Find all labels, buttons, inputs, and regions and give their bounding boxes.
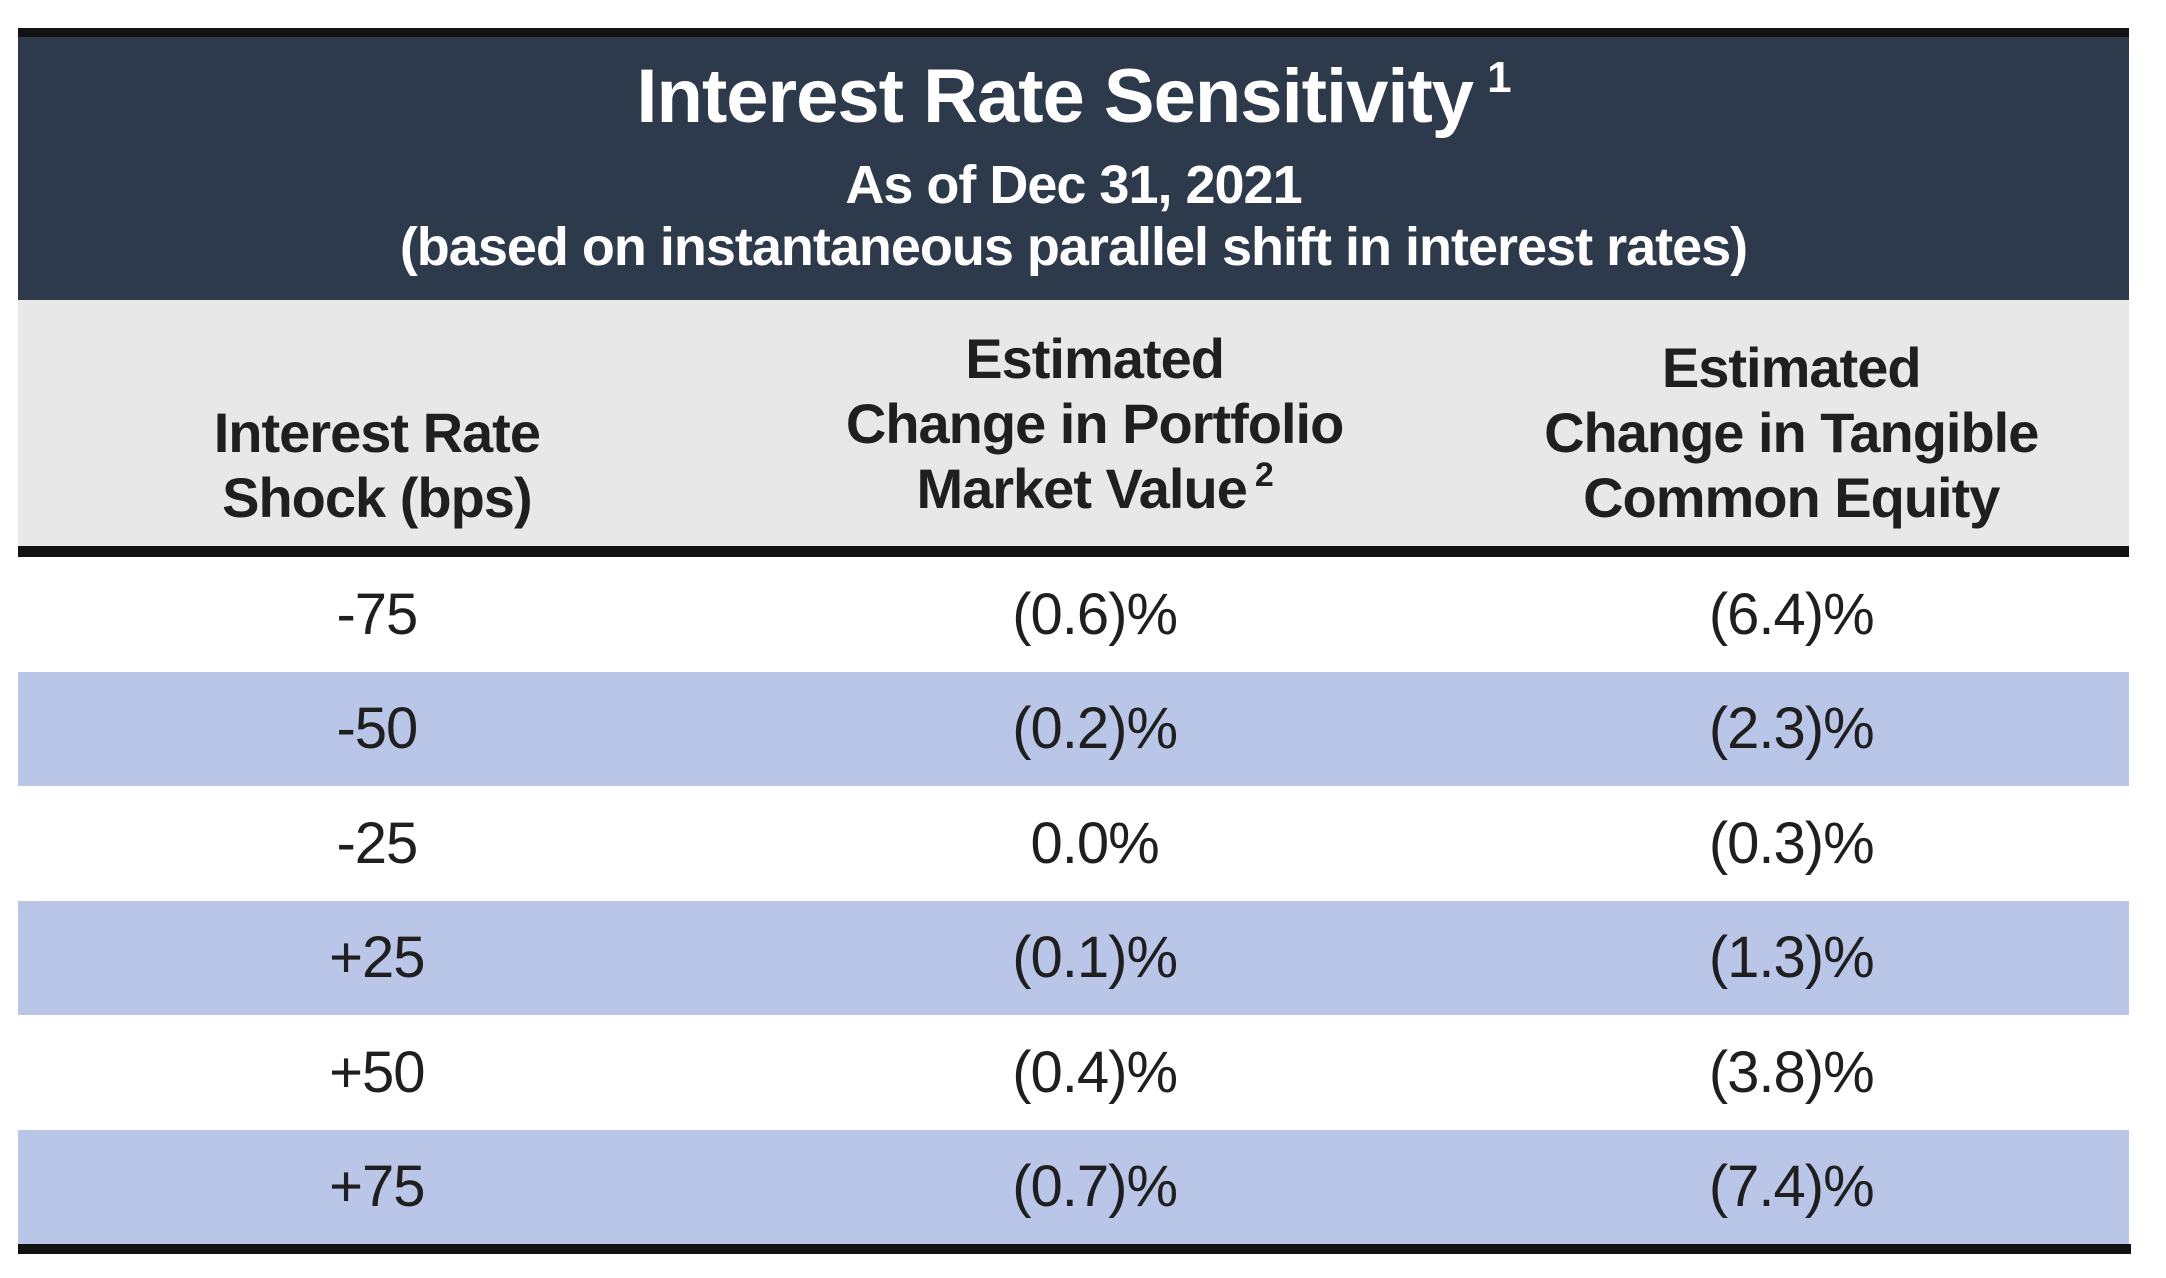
column-header-label: Estimated Change in Tangible Common Equi…	[1544, 336, 2039, 529]
table-row: -25 0.0% (0.3)%	[18, 786, 2129, 901]
column-header-portfolio-market-value: Estimated Change in Portfolio Market Val…	[736, 326, 1454, 530]
cell-tangible-common-equity-change: (6.4)%	[1708, 581, 1875, 647]
table-title: Interest Rate Sensitivity	[636, 54, 1474, 139]
cell-interest-rate-shock: +50	[329, 1039, 425, 1105]
cell-tangible-common-equity-change: (3.8)%	[1708, 1039, 1875, 1105]
cell-interest-rate-shock: +25	[329, 925, 425, 991]
cell-interest-rate-shock: +75	[329, 1154, 425, 1220]
table-body: -75 (0.6)% (6.4)% -50 (0.2)% (2.3)% -25 0.0% (0.…	[18, 557, 2129, 1244]
cell-tangible-common-equity-change: (1.3)%	[1708, 925, 1875, 991]
cell-portfolio-market-value-change: (0.6)%	[1012, 581, 1178, 647]
column-header-interest-rate-shock: Interest Rate Shock (bps)	[18, 400, 736, 530]
table-subtitle: As of Dec 31, 2021	[845, 155, 1302, 215]
column-header-label: Interest Rate Shock (bps)	[213, 401, 541, 529]
table-title-line: Interest Rate Sensitivity 1	[18, 51, 2129, 154]
bottom-rule	[18, 1244, 2131, 1254]
cell-interest-rate-shock: -50	[336, 696, 418, 762]
cell-portfolio-market-value-change: (0.2)%	[1012, 696, 1178, 762]
cell-tangible-common-equity-change: (0.3)%	[1708, 810, 1875, 876]
cell-interest-rate-shock: -75	[336, 581, 418, 647]
title-footnote-marker: 1	[1487, 53, 1512, 102]
table-row: +25 (0.1)% (1.3)%	[18, 900, 2129, 1015]
table-row: +75 (0.7)% (7.4)%	[18, 1129, 2129, 1244]
interest-rate-sensitivity-table: Interest Rate Sensitivity 1 As of Dec 31,…	[18, 28, 2131, 1254]
table-title-block: Interest Rate Sensitivity 1 As of Dec 31,…	[18, 37, 2129, 300]
column-header-tangible-common-equity: Estimated Change in Tangible Common Equi…	[1453, 335, 2129, 530]
cell-portfolio-market-value-change: 0.0%	[1030, 810, 1160, 876]
column-header-label: Estimated Change in Portfolio Market Val…	[845, 327, 1344, 520]
table-row: -75 (0.6)% (6.4)%	[18, 557, 2129, 672]
column-header-row: Interest Rate Shock (bps) Estimated Chan…	[18, 300, 2129, 546]
cell-interest-rate-shock: -25	[336, 810, 418, 876]
cell-tangible-common-equity-change: (2.3)%	[1708, 696, 1875, 762]
column-footnote-marker: 2	[1254, 456, 1274, 494]
table-row: +50 (0.4)% (3.8)%	[18, 1015, 2129, 1130]
table-row: -50 (0.2)% (2.3)%	[18, 671, 2129, 786]
cell-tangible-common-equity-change: (7.4)%	[1708, 1154, 1875, 1220]
table-note: (based on instantaneous parallel shift i…	[399, 217, 1748, 277]
cell-portfolio-market-value-change: (0.1)%	[1012, 925, 1178, 991]
header-divider-rule	[18, 546, 2129, 557]
cell-portfolio-market-value-change: (0.7)%	[1012, 1154, 1178, 1220]
cell-portfolio-market-value-change: (0.4)%	[1012, 1039, 1178, 1105]
top-rule	[18, 28, 2129, 37]
